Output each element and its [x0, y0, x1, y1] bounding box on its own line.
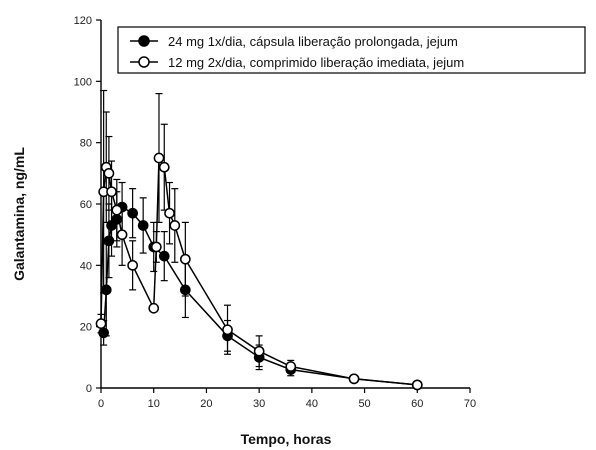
legend-box	[117, 26, 586, 74]
x-tick-label: 0	[98, 398, 104, 410]
x-tick-label: 10	[148, 398, 160, 410]
data-point	[253, 345, 265, 357]
series-2	[95, 89, 423, 391]
series-1-line	[102, 206, 418, 386]
legend-label-series-1: 24 mg 1x/dia, cápsula liberação prolonga…	[168, 34, 458, 49]
axes	[100, 20, 470, 389]
data-point	[158, 250, 170, 262]
y-tick-label: 80	[80, 138, 92, 150]
y-tick-label: 100	[74, 76, 92, 88]
data-point	[164, 207, 175, 219]
y-tick-label: 60	[80, 199, 92, 211]
data-point	[222, 324, 233, 336]
y-tick-label: 120	[74, 15, 92, 27]
data-point	[127, 259, 138, 271]
data-point	[137, 220, 149, 231]
y-ticks: 0 20 40 60 80 100 120	[74, 15, 101, 395]
data-point	[285, 361, 297, 372]
data-point	[95, 318, 107, 329]
data-point	[151, 241, 162, 253]
data-point	[148, 302, 160, 314]
data-point	[116, 229, 128, 241]
x-tick-label: 40	[306, 398, 318, 410]
x-tick-label: 30	[253, 398, 265, 410]
x-tick-label: 70	[464, 398, 476, 410]
x-axis-title: Tempo, horas	[241, 431, 332, 447]
y-tick-label: 40	[80, 260, 92, 272]
data-point	[103, 167, 115, 179]
y-tick-label: 0	[86, 383, 92, 395]
legend-marker-series-1	[138, 35, 150, 47]
x-tick-label: 50	[358, 398, 370, 410]
data-point	[127, 207, 138, 219]
x-tick-label: 60	[411, 398, 423, 410]
data-point	[169, 220, 181, 231]
series-1	[98, 181, 423, 391]
x-tick-label: 20	[200, 398, 212, 410]
data-point	[411, 379, 423, 391]
data-point	[103, 235, 115, 247]
data-point	[111, 204, 123, 216]
legend-marker-series-2	[138, 56, 150, 68]
y-tick-label: 20	[80, 322, 92, 334]
legend: 24 mg 1x/dia, cápsula liberação prolonga…	[117, 26, 586, 74]
data-point	[348, 373, 360, 385]
legend-label-series-2: 12 mg 2x/dia, comprimido liberação imedi…	[168, 55, 464, 70]
data-point	[106, 186, 117, 198]
y-axis-title: Galantamina, ng/mL	[11, 147, 27, 281]
x-ticks: 0 10 20 30 40 50 60 70	[98, 388, 476, 410]
data-point	[153, 152, 165, 164]
data-point	[158, 161, 170, 173]
data-point	[179, 253, 191, 265]
series-layer	[95, 89, 423, 391]
